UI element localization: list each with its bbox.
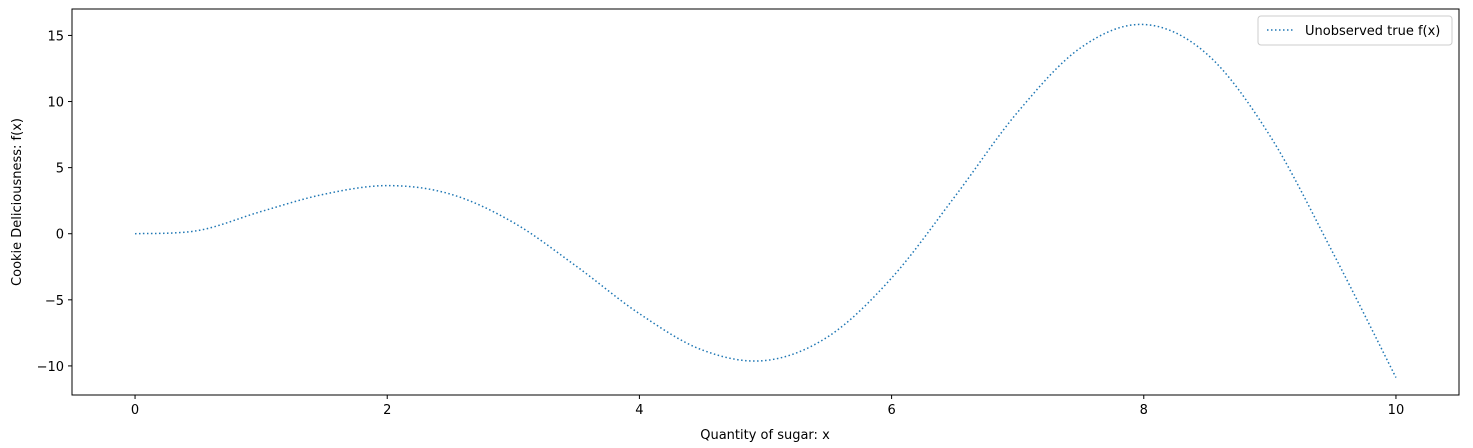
legend-box [1257, 15, 1453, 46]
y-axis-label: Cookie Deliciousness: f(x) [10, 118, 25, 286]
y-tick-label: 0 [56, 228, 64, 243]
x-tick-label: 2 [383, 403, 391, 418]
x-tick-label: 0 [131, 403, 139, 418]
plot-frame [71, 8, 1460, 396]
y-tick-label: 5 [56, 162, 64, 177]
x-tick-label: 4 [635, 403, 643, 418]
legend: Unobserved true f(x) [1257, 15, 1453, 46]
y-tick-label: 15 [47, 29, 64, 44]
x-tick-label: 10 [1388, 403, 1405, 418]
x-tick-label: 8 [1140, 403, 1148, 418]
series-line-0 [135, 23, 1397, 378]
x-tick-label: 6 [887, 403, 895, 418]
y-tick-label: −10 [37, 360, 64, 375]
x-axis-label: Quantity of sugar: x [700, 428, 830, 443]
y-tick-label: 10 [47, 96, 64, 111]
y-tick-label: −5 [45, 294, 64, 309]
legend-label: Unobserved true f(x) [1305, 24, 1440, 39]
